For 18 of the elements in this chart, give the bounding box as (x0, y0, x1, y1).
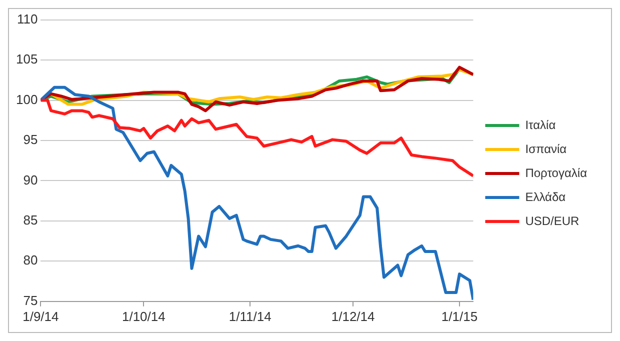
y-tick-label: 85 (23, 212, 38, 228)
legend-label: USD/EUR (525, 214, 580, 228)
x-tick-label: 1/10/14 (122, 308, 166, 324)
y-tick-label: 100 (16, 92, 38, 107)
y-tick-label: 105 (16, 52, 38, 67)
legend-label: Πορτογαλία (525, 166, 588, 180)
legend-label: Ισπανία (525, 142, 567, 156)
y-tick-label: 75 (23, 292, 38, 308)
x-tick-label: 1/11/14 (228, 308, 272, 324)
y-tick-label: 80 (23, 252, 38, 268)
legend-label: Ιταλία (525, 118, 556, 132)
y-tick-label: 95 (23, 132, 38, 148)
x-tick-label: 1/12/14 (331, 308, 375, 324)
x-tick-label: 1/9/14 (22, 308, 59, 324)
x-tick-label: 1/1/15 (441, 308, 478, 324)
y-tick-label: 110 (16, 11, 38, 26)
y-tick-label: 90 (23, 172, 38, 188)
legend-label: Ελλάδα (525, 190, 566, 204)
